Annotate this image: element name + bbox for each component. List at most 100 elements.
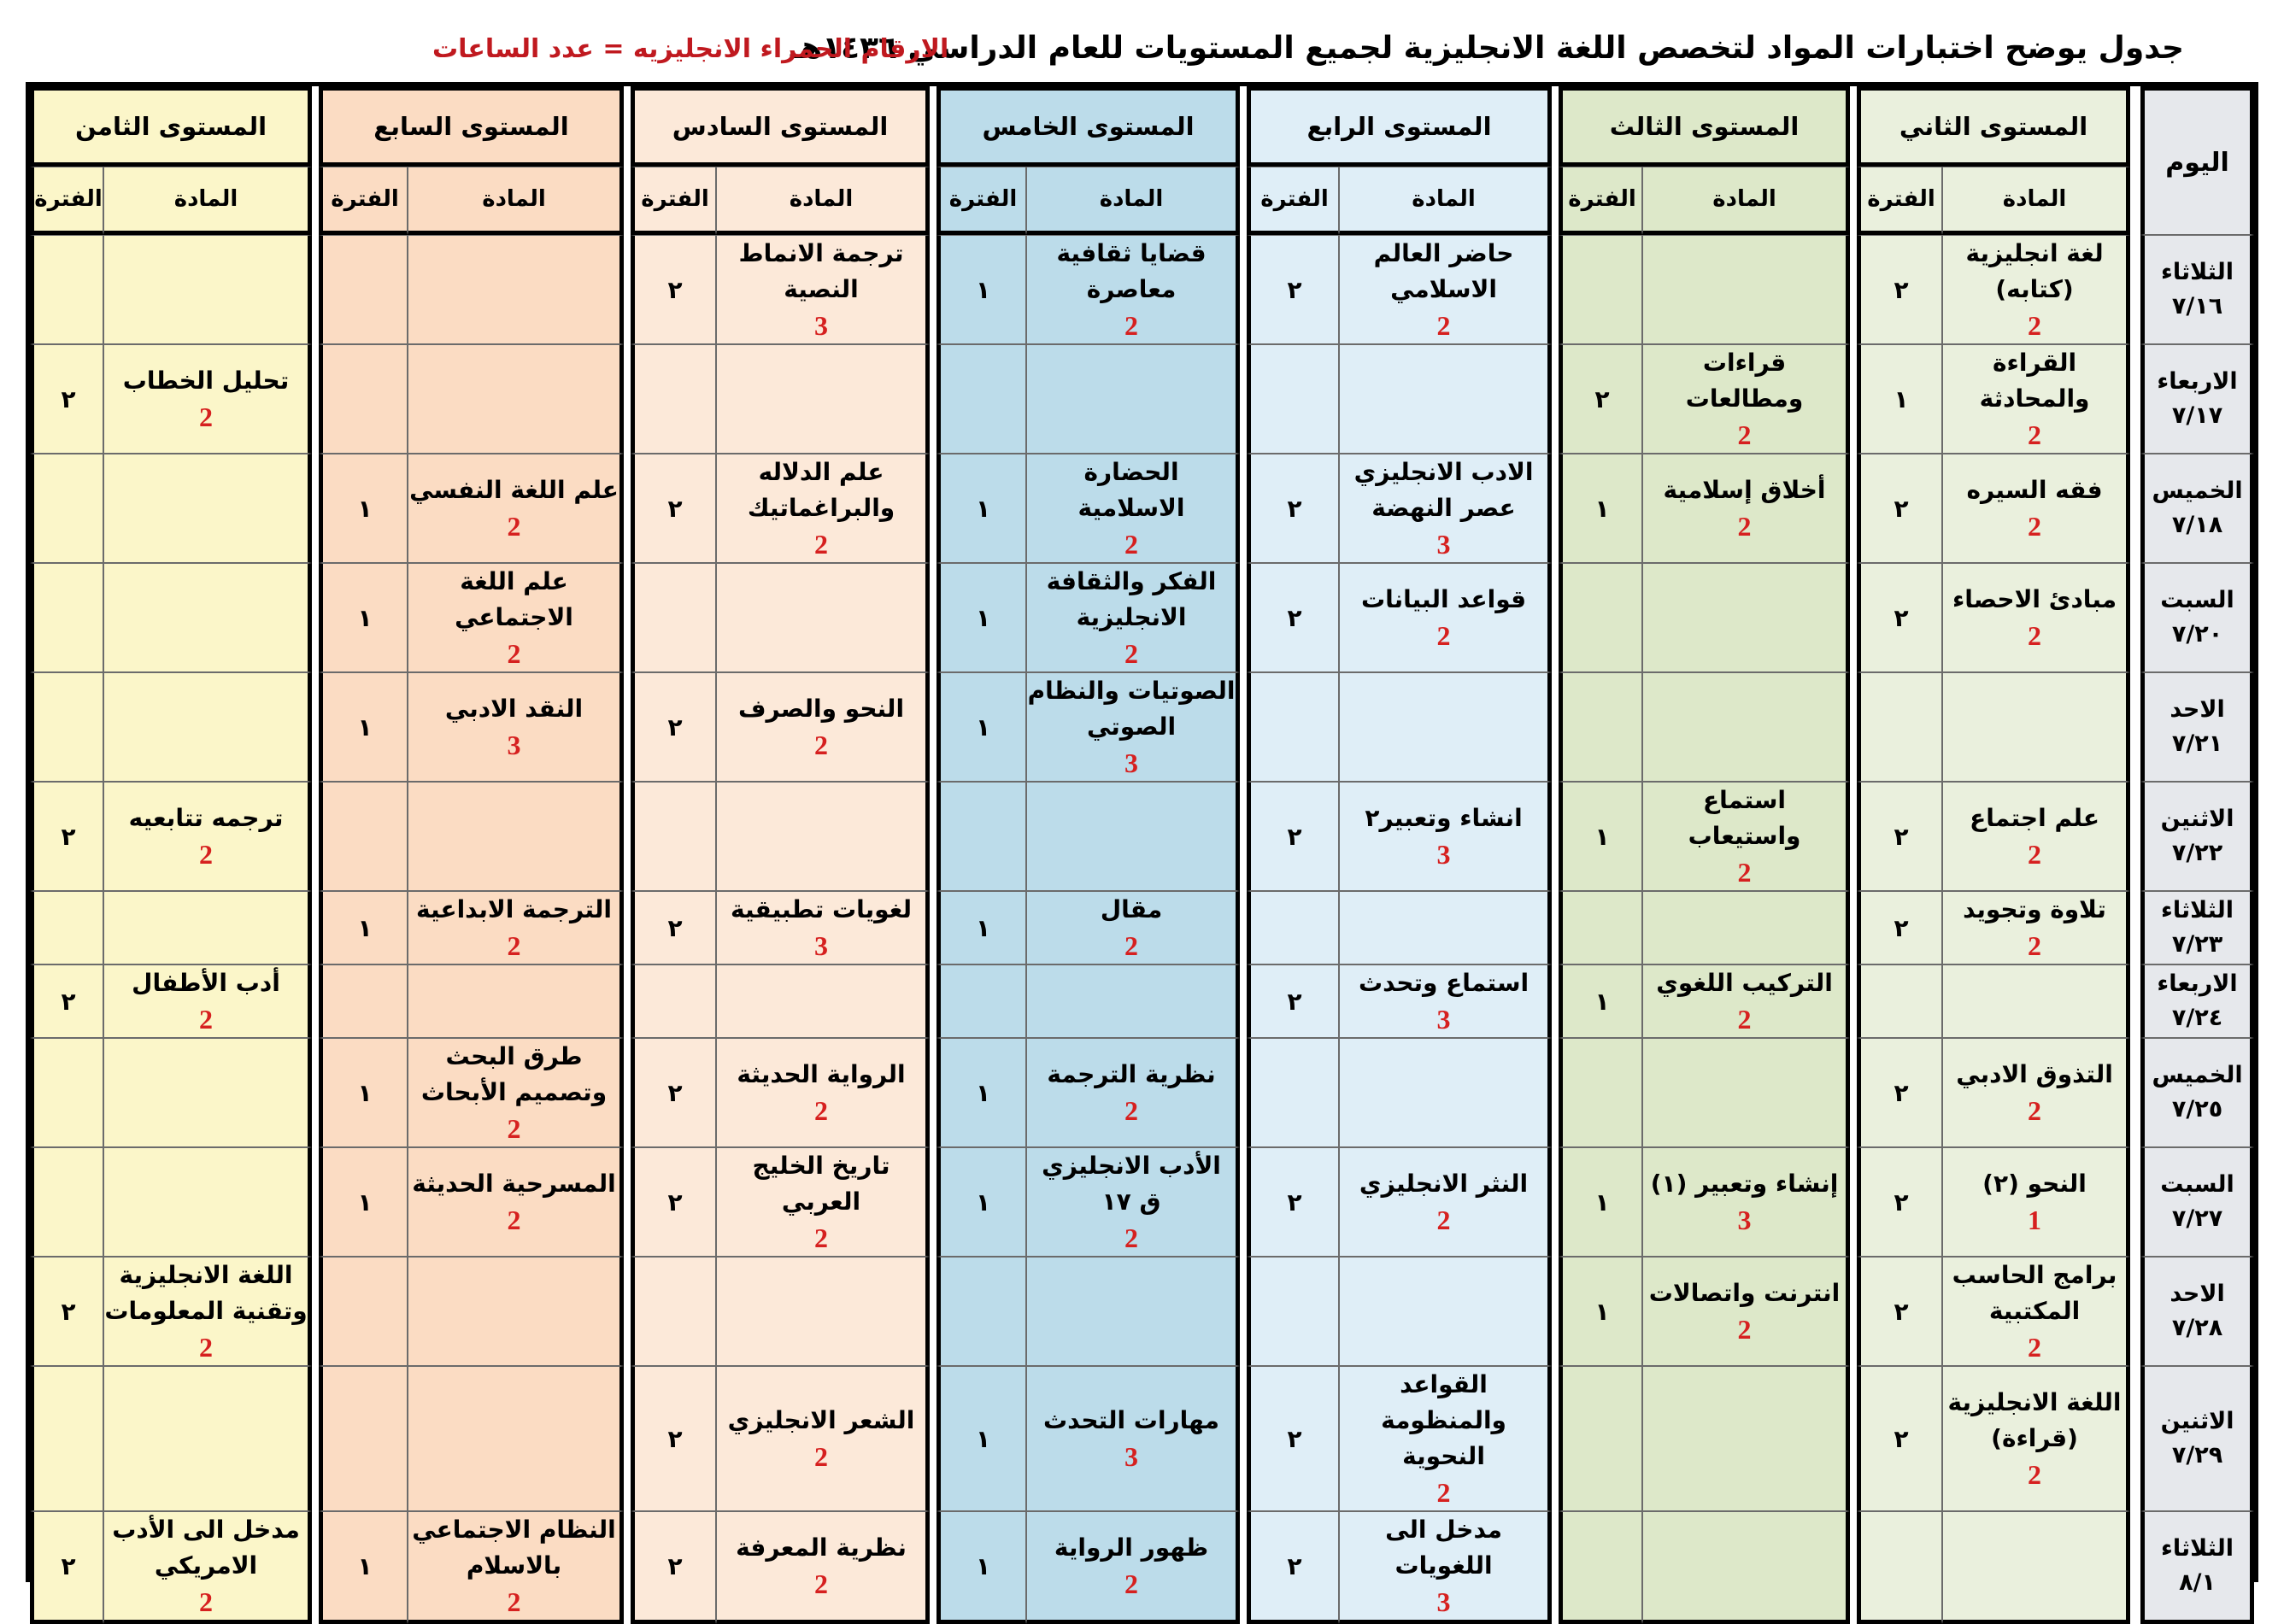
column-gap [624,891,631,964]
period-cell: ١ [319,1038,408,1147]
period-cell: ٢ [1247,563,1340,672]
subject-cell [408,1257,624,1366]
column-gap [624,1366,631,1511]
period-cell: ٢ [1857,782,1943,891]
period-cell [30,563,103,672]
schedule-row: ٢ ترجمة الانماط النصية 3 ١ قضايا ثقافية معاص… [30,235,2255,344]
column-gap [1850,454,1858,563]
credit-hours: 2 [1436,1205,1451,1235]
period-cell [936,1257,1027,1366]
period-cell: ١ [936,1366,1027,1511]
credit-hours: 2 [814,1222,828,1253]
column-gap [312,1511,319,1624]
schedule-row: ١ المسرحية الحديثة 2 ٢ تاريخ الخليج العربي 2 ١… [30,1147,2255,1257]
column-gap [2130,1511,2141,1624]
period-cell: ٢ [1247,1366,1340,1511]
credit-hours: 2 [1124,930,1139,961]
subject-cell [103,1366,312,1511]
column-gap [312,1257,319,1366]
period-cell [631,1257,716,1366]
subject-cell: الحضارة الاسلامية 2 [1026,454,1241,563]
column-gap [1240,86,1248,167]
column-gap [1240,1038,1248,1147]
level-header: المستوى السابع [319,86,624,167]
subject-name: حاضر العالم الاسلامي [1373,239,1514,303]
column-gap [930,891,937,964]
subject-name: المسرحية الحديثة [412,1170,616,1198]
column-gap [312,563,319,672]
subject-cell [1642,235,1851,344]
exam-date: ٧/٢٨ [2171,1315,2223,1341]
day-cell: الاحد ٧/٢١ [2140,672,2255,782]
schedule-row: ١ الترجمة الابداعية 2 ٢ لغويات تطبيقية 3 ١ مقال… [30,891,2255,964]
period-cell [1247,344,1340,454]
column-gap [930,454,937,563]
column-gap [930,344,937,454]
subject-name: مقال [1100,895,1163,923]
column-gap [930,964,937,1038]
column-gap [624,782,631,891]
subject-cell: النحو (٢) 1 [1942,1147,2131,1257]
credit-hours: 2 [2028,839,2042,870]
credit-hours: 3 [1124,1441,1139,1472]
column-gap [312,86,319,167]
subject-name: الصوتيات والنظام الصوتي [1027,677,1236,741]
subject-name: النحو (٢) [1982,1170,2087,1198]
subject-cell [716,1257,931,1366]
period-cell [1559,1511,1643,1624]
credit-hours: 2 [1436,310,1451,341]
column-gap [624,964,631,1038]
subject-name: ظهور الرواية [1054,1533,1209,1562]
day-cell: الاربعاء ٧/٢٤ [2140,964,2255,1038]
subject-cell: قراءات ومطالعات 2 [1642,344,1851,454]
column-gap [930,1257,937,1366]
column-gap [2130,1147,2141,1257]
column-gap [1240,1366,1248,1511]
column-gap [1552,344,1559,454]
column-gap [2130,454,2141,563]
period-cell: ٢ [30,1257,103,1366]
day-cell: الاربعاء ٧/١٧ [2140,344,2255,454]
column-gap [624,344,631,454]
subject-cell [103,672,312,782]
period-cell: ٢ [30,344,103,454]
column-gap [1552,167,1559,235]
exam-date: ٧/١٨ [2171,512,2223,538]
column-gap [624,672,631,782]
period-cell: ١ [1559,1257,1643,1366]
period-cell [936,782,1027,891]
period-cell: ١ [936,454,1027,563]
column-gap [312,672,319,782]
column-gap [2130,1257,2141,1366]
schedule-row: ٢ تحليل الخطاب 2 ٢ قراءات ومطالعات 2 ١ القراءة … [30,344,2255,454]
day-cell: الاثنين ٧/٢٩ [2140,1366,2255,1511]
subject-cell: استماع واستيعاب 2 [1642,782,1851,891]
subject-cell [408,235,624,344]
column-gap [1850,344,1858,454]
exam-date: ٨/١ [2179,1569,2216,1596]
subject-cell [1642,672,1851,782]
column-gap [1240,167,1248,235]
exam-date: ٧/٢١ [2171,730,2223,757]
period-cell [1559,891,1643,964]
column-gap [1552,86,1559,167]
period-header: الفترة [936,167,1027,235]
subject-name: تلاوة وتجويد [1963,895,2106,923]
period-cell: ١ [936,235,1027,344]
subject-name: الادب الانجليزي عصر النهضة [1353,458,1534,522]
column-gap [2130,1366,2141,1511]
exam-date: ٧/٢٢ [2171,840,2223,866]
column-gap [1552,563,1559,672]
subject-name: النقد الادبي [444,695,584,723]
column-gap [1850,235,1858,344]
column-gap [1850,672,1858,782]
level-header: المستوى الثامن [30,86,312,167]
credit-hours: 2 [199,839,213,870]
column-gap [1552,454,1559,563]
subject-cell [716,782,931,891]
credit-hours: 2 [1124,310,1139,341]
period-cell: ٢ [1559,344,1643,454]
column-gap [1240,454,1248,563]
column-gap [1850,1257,1858,1366]
column-gap [1850,782,1858,891]
